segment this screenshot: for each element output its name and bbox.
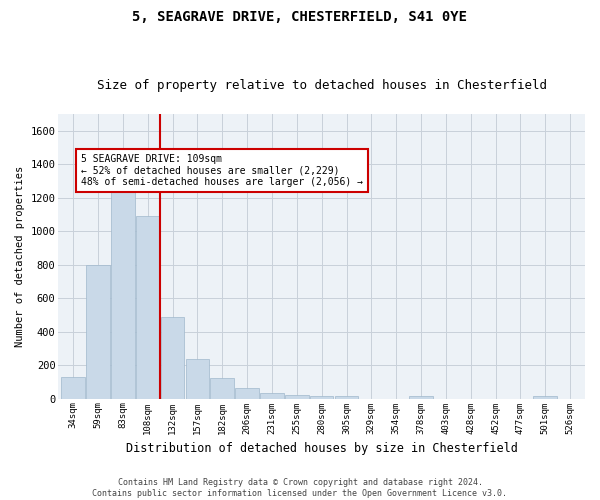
Bar (285, 395, 308, 398)
Bar (335, 396, 358, 398)
Bar (310, 396, 334, 398)
Y-axis label: Number of detached properties: Number of detached properties (15, 166, 25, 347)
Bar (86, 264, 110, 398)
Text: 5, SEAGRAVE DRIVE, CHESTERFIELD, S41 0YE: 5, SEAGRAVE DRIVE, CHESTERFIELD, S41 0YE (133, 10, 467, 24)
Bar (235, 388, 259, 398)
Bar (136, 216, 160, 398)
Bar (111, 181, 135, 398)
Bar (409, 396, 433, 398)
Bar (185, 360, 209, 399)
Text: Contains HM Land Registry data © Crown copyright and database right 2024.
Contai: Contains HM Land Registry data © Crown c… (92, 478, 508, 498)
Bar (211, 378, 234, 398)
Bar (260, 393, 284, 398)
Bar (161, 316, 184, 398)
Bar (61, 377, 85, 398)
Bar (533, 396, 557, 398)
X-axis label: Distribution of detached houses by size in Chesterfield: Distribution of detached houses by size … (126, 442, 518, 455)
Text: 5 SEAGRAVE DRIVE: 109sqm
← 52% of detached houses are smaller (2,229)
48% of sem: 5 SEAGRAVE DRIVE: 109sqm ← 52% of detach… (80, 154, 362, 188)
Title: Size of property relative to detached houses in Chesterfield: Size of property relative to detached ho… (97, 79, 547, 92)
